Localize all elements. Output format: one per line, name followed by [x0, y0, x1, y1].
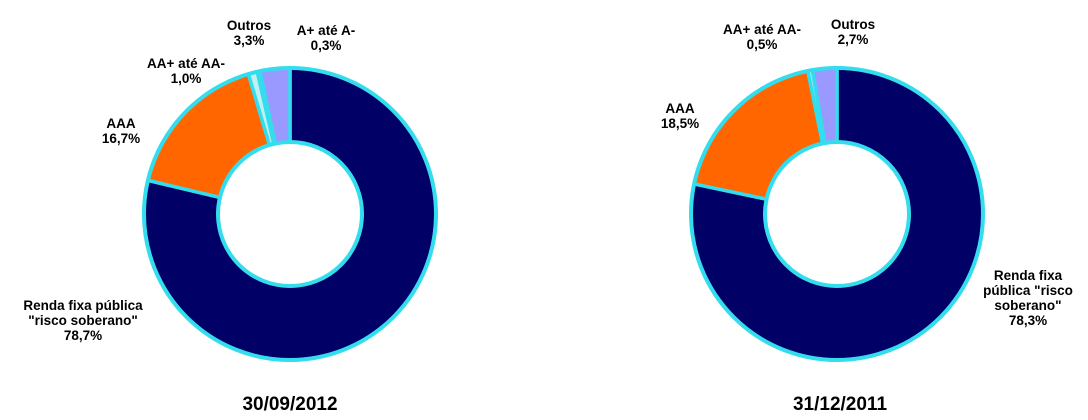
label-outros-2012: Outros 3,3%	[226, 18, 272, 48]
donut-chart-2012	[142, 66, 438, 362]
label-outros-2011: Outros 2,7%	[830, 17, 876, 47]
donut-hole	[763, 140, 911, 288]
label-renda-fixa-2012: Renda fixa pública "risco soberano" 78,7…	[23, 298, 143, 343]
label-aaa-2011: AAA 18,5%	[660, 101, 700, 131]
date-label-2011: 31/12/2011	[792, 394, 888, 415]
label-a-2012: A+ até A- 0,3%	[296, 23, 356, 53]
donut-outer-rim	[142, 66, 438, 362]
label-renda-fixa-2011: Renda fixa pública "risco soberano" 78,3…	[983, 268, 1073, 328]
donut-chart-2011	[689, 66, 985, 362]
label-aa-2012: AA+ até AA- 1,0%	[147, 56, 225, 86]
label-aaa-2012: AAA 16,7%	[101, 116, 141, 146]
date-label-2012: 30/09/2012	[242, 394, 338, 415]
donut-outer-rim	[689, 66, 985, 362]
label-aa-2011: AA+ até AA- 0,5%	[723, 22, 801, 52]
donut-hole	[216, 140, 364, 288]
